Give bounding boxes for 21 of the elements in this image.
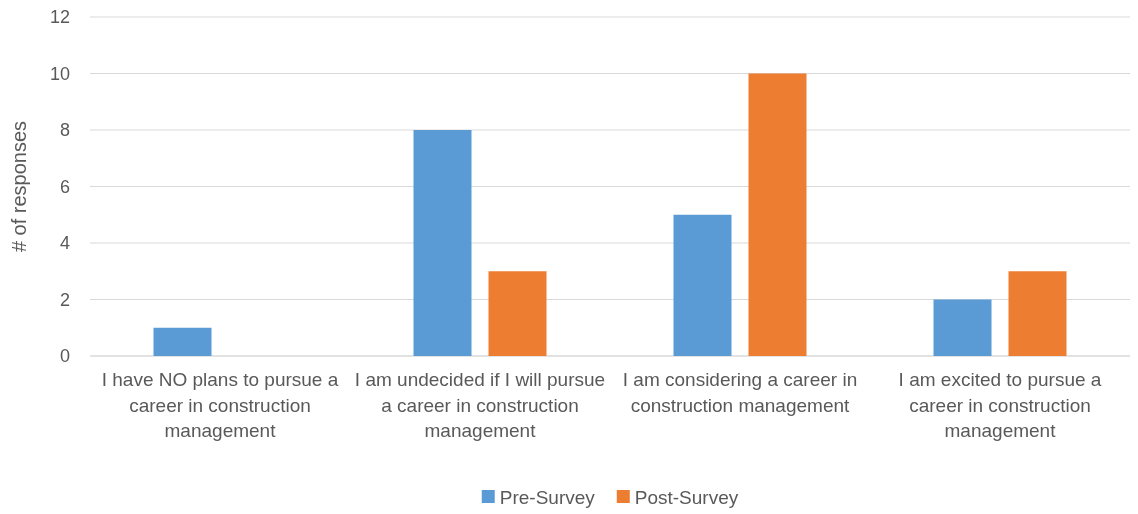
y-tick-label: 0 xyxy=(59,346,70,367)
legend-label: Post-Survey xyxy=(634,486,739,508)
y-axis-title: # of responses xyxy=(8,120,30,253)
bar xyxy=(153,327,212,356)
x-tick-label: I am undecided if I will pursue a career in construction management xyxy=(354,369,606,442)
y-tick-label: 10 xyxy=(49,63,70,84)
y-tick-label: 2 xyxy=(59,289,70,310)
x-tick-label: I am considering a career in construction management xyxy=(622,369,858,416)
bar xyxy=(413,130,472,356)
x-tick-label: I have NO plans to pursue a career in construction management xyxy=(101,369,339,442)
x-tick-label: I am excited to pursue a career in construction management xyxy=(898,369,1102,442)
legend-label: Pre-Survey xyxy=(499,486,596,508)
y-tick-label: 6 xyxy=(59,176,70,197)
y-tick-label: 4 xyxy=(59,233,70,254)
bar xyxy=(1008,271,1067,356)
bar xyxy=(673,214,732,356)
y-tick-label: 8 xyxy=(59,120,70,141)
bar xyxy=(748,73,807,356)
y-tick-label: 12 xyxy=(49,7,70,28)
bar xyxy=(933,299,992,356)
bar xyxy=(488,271,547,356)
